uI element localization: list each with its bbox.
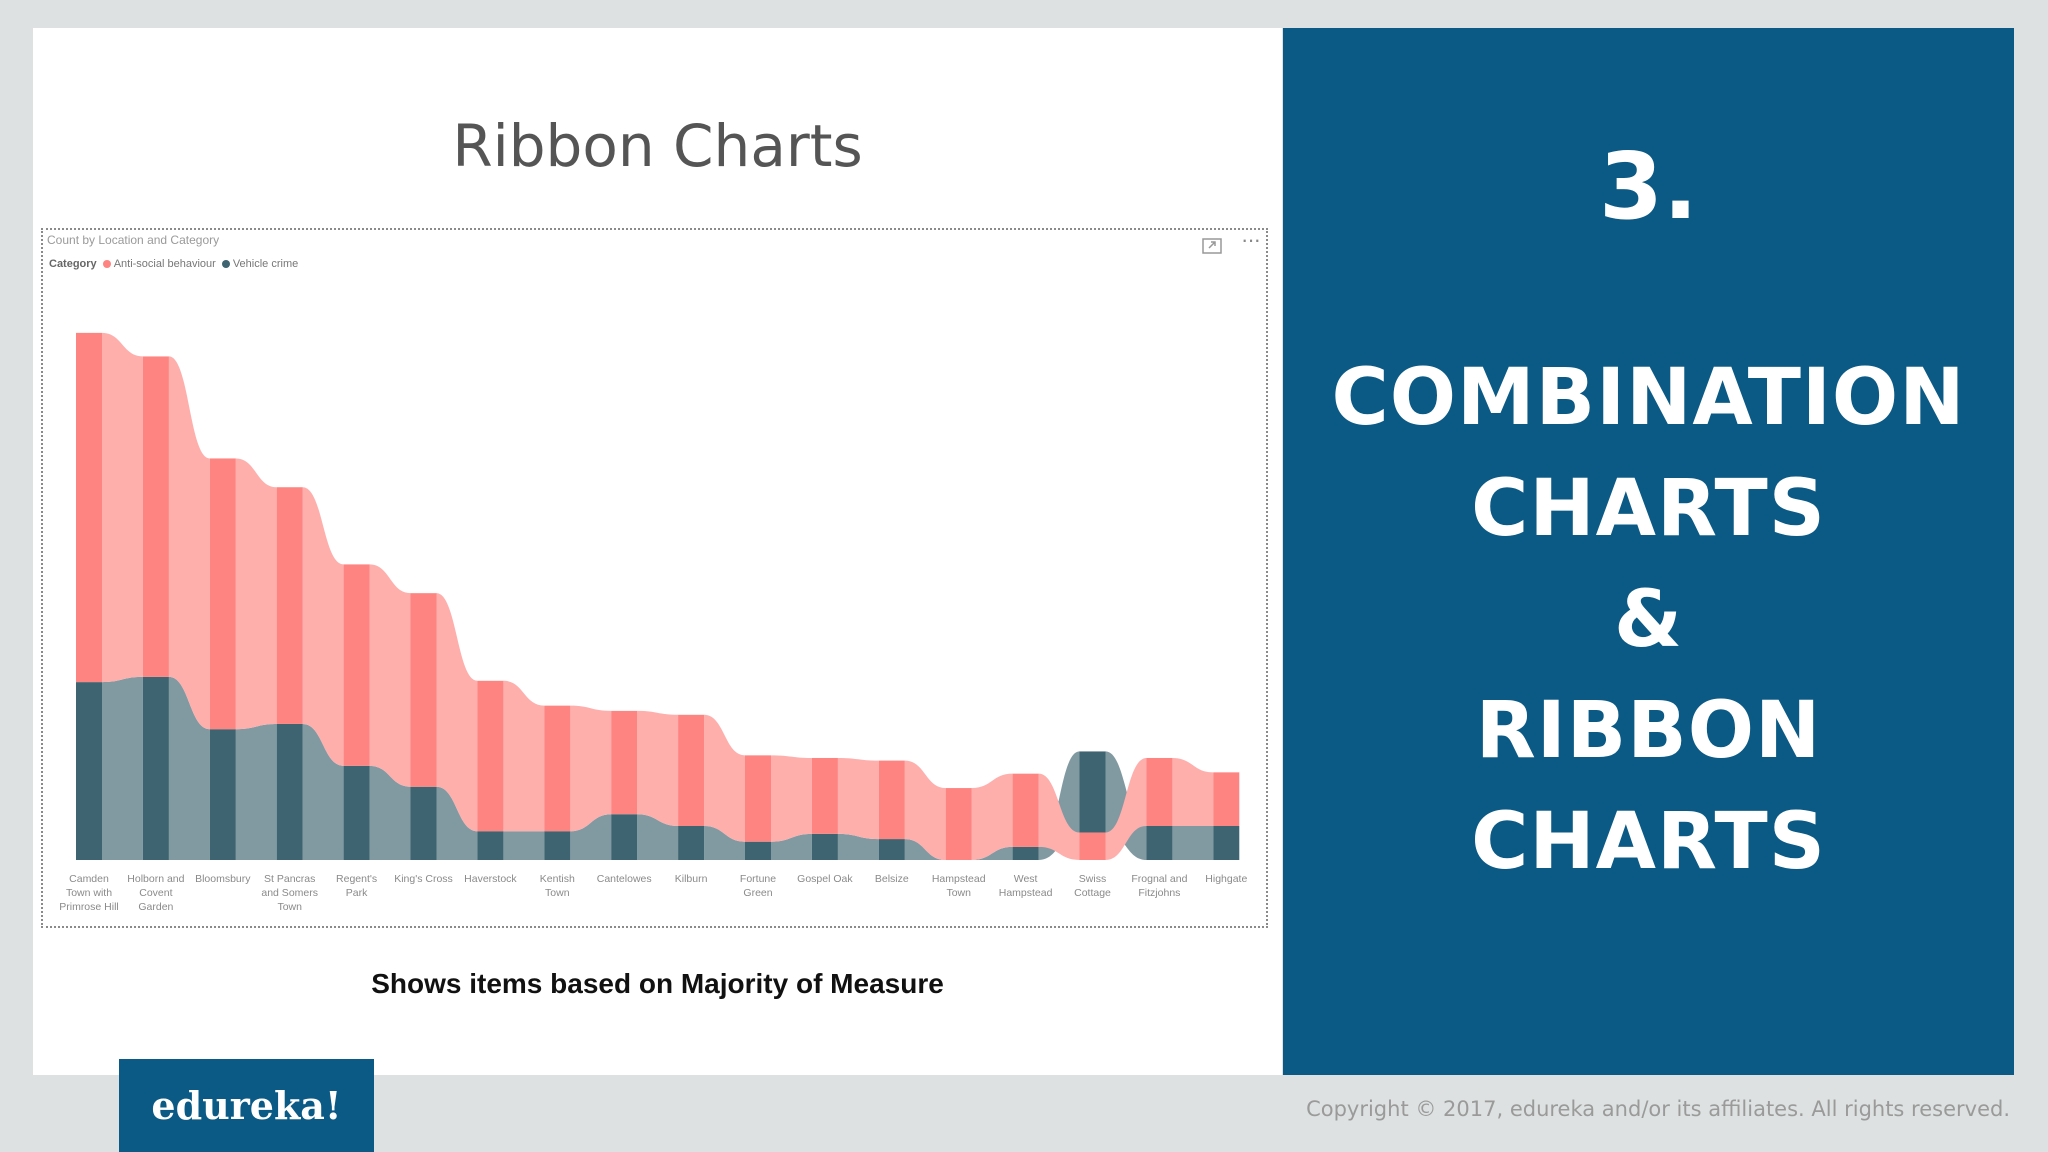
x-tick-label: Haverstock: [464, 873, 517, 885]
x-tick-label: Frognal and Fitzjohns: [1131, 873, 1187, 899]
bar-anti-social[interactable]: [1213, 772, 1239, 826]
bar-vehicle-crime[interactable]: [76, 682, 102, 860]
ribbon-anti-social: [637, 711, 678, 826]
ribbon-vehicle-crime: [102, 677, 143, 860]
ribbon-chart-visual[interactable]: Count by Location and Category Category …: [41, 228, 1268, 928]
bar-vehicle-crime[interactable]: [879, 839, 905, 860]
slide-panel: Ribbon Charts Count by Location and Cate…: [33, 28, 1282, 1075]
ribbon-anti-social: [771, 755, 812, 841]
bar-vehicle-crime[interactable]: [745, 842, 771, 860]
x-tick-label: Holborn and Covent Garden: [127, 873, 184, 913]
bar-vehicle-crime[interactable]: [1080, 751, 1106, 832]
bar-vehicle-crime[interactable]: [143, 677, 169, 860]
bar-anti-social[interactable]: [143, 356, 169, 676]
bar-anti-social[interactable]: [210, 458, 236, 729]
x-tick-label: Kilburn: [675, 873, 708, 885]
ribbon-anti-social: [570, 706, 611, 832]
x-tick-label: Bloomsbury: [195, 873, 251, 885]
section-number: 3.: [1283, 133, 2014, 240]
edureka-logo: edureka!: [119, 1059, 374, 1152]
ribbon-anti-social: [1172, 758, 1213, 826]
bar-anti-social[interactable]: [477, 681, 503, 831]
bar-anti-social[interactable]: [544, 706, 570, 832]
bar-anti-social[interactable]: [611, 711, 637, 814]
x-tick-label: Highgate: [1205, 873, 1247, 885]
bar-anti-social[interactable]: [946, 788, 972, 860]
bar-anti-social[interactable]: [1146, 758, 1172, 826]
heading-line: Combination: [1283, 343, 2014, 454]
ribbon-vehicle-crime: [503, 831, 544, 860]
ribbon-anti-social: [972, 774, 1013, 860]
bar-anti-social[interactable]: [1080, 833, 1106, 860]
bar-vehicle-crime[interactable]: [277, 724, 303, 860]
slide-caption: Shows items based on Majority of Measure: [33, 968, 1282, 1000]
section-heading: Combination Charts & Ribbon Charts: [1283, 343, 2014, 898]
ribbon-anti-social: [503, 681, 544, 831]
bar-vehicle-crime[interactable]: [611, 814, 637, 860]
x-tick-label: Belsize: [875, 873, 909, 885]
bar-anti-social[interactable]: [745, 755, 771, 841]
ribbon-anti-social: [102, 333, 143, 682]
x-tick-label: St Pancras and Somers Town: [261, 873, 318, 913]
bar-anti-social[interactable]: [678, 715, 704, 826]
bar-vehicle-crime[interactable]: [1213, 826, 1239, 860]
bar-vehicle-crime[interactable]: [477, 831, 503, 860]
x-tick-label: Kentish Town: [540, 873, 575, 899]
x-tick-label: Gospel Oak: [797, 873, 853, 885]
bar-vehicle-crime[interactable]: [411, 787, 437, 860]
bar-vehicle-crime[interactable]: [1013, 847, 1039, 860]
bar-anti-social[interactable]: [277, 487, 303, 724]
bar-anti-social[interactable]: [411, 593, 437, 787]
heading-line: Charts: [1283, 787, 2014, 898]
bar-anti-social[interactable]: [344, 564, 370, 765]
ribbon-anti-social: [169, 356, 210, 729]
ribbon-anti-social: [838, 758, 879, 839]
bar-anti-social[interactable]: [76, 333, 102, 682]
logo-text: edureka!: [151, 1083, 341, 1128]
bar-vehicle-crime[interactable]: [812, 834, 838, 860]
x-tick-label: Fortune Green: [740, 873, 776, 899]
x-tick-label: Cantelowes: [597, 873, 652, 885]
bar-vehicle-crime[interactable]: [544, 831, 570, 860]
ribbon-vehicle-crime: [1172, 826, 1213, 860]
ribbon-anti-social: [236, 458, 277, 729]
bar-vehicle-crime[interactable]: [1146, 826, 1172, 860]
bar-vehicle-crime[interactable]: [210, 729, 236, 860]
bar-vehicle-crime[interactable]: [678, 826, 704, 860]
x-tick-label: King's Cross: [394, 873, 453, 885]
side-panel: 3. Combination Charts & Ribbon Charts: [1283, 28, 2014, 1075]
bar-anti-social[interactable]: [812, 758, 838, 834]
x-tick-label: Swiss Cottage: [1074, 873, 1111, 899]
heading-line: &: [1283, 565, 2014, 676]
slide-title: Ribbon Charts: [33, 112, 1282, 180]
ribbon-anti-social: [704, 715, 745, 842]
x-tick-label: Camden Town with Primrose Hill: [59, 873, 119, 913]
bar-anti-social[interactable]: [1013, 774, 1039, 847]
bar-anti-social[interactable]: [879, 761, 905, 839]
heading-line: Charts: [1283, 454, 2014, 565]
heading-line: Ribbon: [1283, 676, 2014, 787]
x-tick-label: West Hampstead: [999, 873, 1053, 899]
x-tick-label: Hampstead Town: [932, 873, 986, 899]
bar-vehicle-crime[interactable]: [344, 766, 370, 860]
copyright-notice: Copyright © 2017, edureka and/or its aff…: [1306, 1097, 2010, 1121]
ribbon-vehicle-crime: [236, 724, 277, 860]
x-tick-label: Regent's Park: [336, 873, 377, 899]
ribbon-anti-social: [303, 487, 344, 766]
ribbon-anti-social: [370, 564, 411, 786]
